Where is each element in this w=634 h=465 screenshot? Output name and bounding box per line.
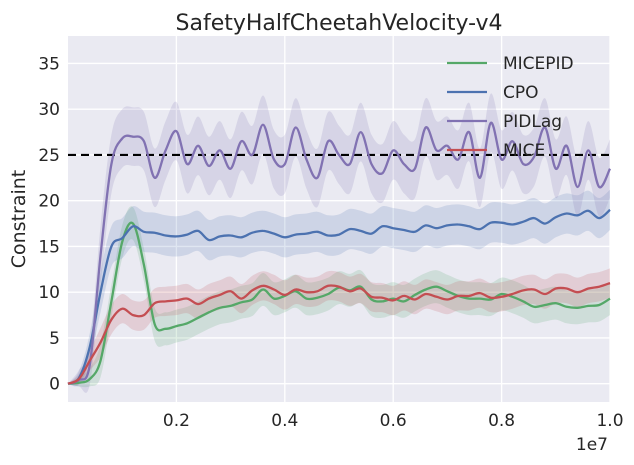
legend: MICEPID CPO PIDLag MICE bbox=[447, 54, 574, 161]
x-tick-label: 1.0 bbox=[596, 411, 623, 431]
cpo-band bbox=[68, 189, 610, 387]
y-tick-label: 0 bbox=[49, 375, 60, 395]
y-tick-label: 25 bbox=[38, 146, 60, 166]
micepid-band bbox=[68, 206, 610, 388]
x-tick-label: 0.6 bbox=[380, 411, 407, 431]
pidlag-legend-label: PIDLag bbox=[503, 112, 562, 132]
y-tick-label: 35 bbox=[38, 54, 60, 74]
y-tick-label: 5 bbox=[49, 329, 60, 349]
confidence-bands bbox=[68, 93, 610, 393]
cpo-line bbox=[67, 208, 611, 385]
mice-band bbox=[68, 268, 610, 385]
x-tick-label: 0.4 bbox=[271, 411, 298, 431]
y-tick-label: 20 bbox=[38, 192, 60, 212]
chart-title: SafetyHalfCheetahVelocity-v4 bbox=[176, 11, 503, 36]
mice-legend-label: MICE bbox=[503, 141, 545, 161]
x-tick-label: 0.2 bbox=[163, 411, 190, 431]
y-tick-label: 30 bbox=[38, 100, 60, 120]
pidlag-band bbox=[68, 93, 610, 393]
micepid-legend-label: MICEPID bbox=[503, 54, 574, 74]
mice-line bbox=[67, 282, 611, 385]
x-tick-label: 0.8 bbox=[488, 411, 515, 431]
plot-area bbox=[68, 36, 610, 402]
y-tick-label: 10 bbox=[38, 283, 60, 303]
tick-labels: 0.2 0.4 0.6 0.8 1.0 0 5 10 15 20 25 30 35 bbox=[38, 54, 623, 431]
cpo-legend-label: CPO bbox=[503, 83, 539, 103]
pidlag-line bbox=[67, 121, 612, 385]
y-axis-label: Constraint bbox=[8, 170, 30, 269]
series-lines bbox=[67, 121, 612, 385]
x-offset-label: 1e7 bbox=[576, 435, 608, 455]
y-tick-label: 15 bbox=[38, 237, 60, 257]
